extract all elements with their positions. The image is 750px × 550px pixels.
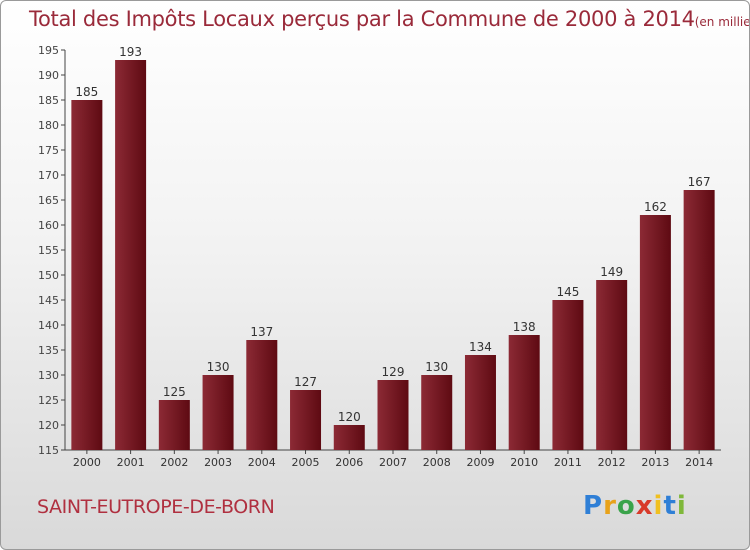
- bar-2010: [508, 335, 540, 450]
- logo-letter: r: [603, 491, 617, 521]
- y-tick-label: 165: [38, 194, 59, 207]
- y-tick-label: 175: [38, 144, 59, 157]
- y-tick-label: 150: [38, 269, 59, 282]
- y-tick-label: 185: [38, 94, 59, 107]
- data-label-2008: 130: [425, 360, 448, 374]
- x-tick-label-2004: 2004: [248, 456, 276, 469]
- y-tick-label: 115: [38, 444, 59, 457]
- bar-2012: [596, 280, 628, 450]
- x-tick-label-2000: 2000: [73, 456, 101, 469]
- bar-2013: [639, 215, 671, 450]
- bar-2001: [115, 60, 147, 450]
- data-label-2014: 167: [688, 175, 711, 189]
- y-tick-label: 190: [38, 69, 59, 82]
- title-text: Total des Impôts Locaux perçus par la Co…: [29, 7, 695, 31]
- data-label-2011: 145: [556, 285, 579, 299]
- data-label-2006: 120: [338, 410, 361, 424]
- y-tick-label: 195: [38, 44, 59, 57]
- x-tick-label-2014: 2014: [685, 456, 713, 469]
- logo-letter: x: [635, 491, 654, 521]
- y-tick-label: 160: [38, 219, 59, 232]
- x-tick-label-2010: 2010: [510, 456, 538, 469]
- bar-2002: [158, 400, 190, 450]
- logo-letter: t: [663, 491, 677, 521]
- y-tick-label: 125: [38, 394, 59, 407]
- y-tick-label: 145: [38, 294, 59, 307]
- y-tick-label: 170: [38, 169, 59, 182]
- bar-2000: [71, 100, 103, 450]
- axis-layer: 115 120 125 130 135 140 145 150 155 160 165 170 175 1…: [38, 44, 721, 469]
- x-tick-label-2007: 2007: [379, 456, 407, 469]
- y-tick-label: 180: [38, 119, 59, 132]
- y-tick-label: 140: [38, 319, 59, 332]
- bar-layer: 185 193 125 130 137 127 120 129 130 134 138 145 149 1…: [71, 45, 715, 450]
- x-tick-label-2011: 2011: [554, 456, 582, 469]
- bar-2004: [246, 340, 278, 450]
- logo-letter: i: [653, 491, 664, 521]
- bar-2003: [202, 375, 234, 450]
- x-tick-label-2008: 2008: [423, 456, 451, 469]
- bar-2014: [683, 190, 715, 450]
- bar-2006: [333, 425, 365, 450]
- bar-2005: [290, 390, 322, 450]
- x-tick-label-2009: 2009: [466, 456, 494, 469]
- bar-2011: [552, 300, 584, 450]
- proxiti-logo: Proxiti: [583, 491, 687, 521]
- x-tick-label-2003: 2003: [204, 456, 232, 469]
- y-tick-label: 130: [38, 369, 59, 382]
- data-label-2001: 193: [119, 45, 142, 59]
- data-label-2002: 125: [163, 385, 186, 399]
- chart-title: Total des Impôts Locaux perçus par la Co…: [29, 7, 750, 31]
- x-tick-label-2001: 2001: [117, 456, 145, 469]
- title-unit: (en milliers d'€): [694, 15, 750, 29]
- logo-letter: o: [616, 491, 636, 521]
- data-label-2010: 138: [513, 320, 536, 334]
- commune-name: SAINT-EUTROPE-DE-BORN: [37, 496, 275, 518]
- data-label-2004: 137: [250, 325, 273, 339]
- x-tick-label-2005: 2005: [292, 456, 320, 469]
- data-label-2003: 130: [207, 360, 230, 374]
- logo-letter: i: [676, 491, 687, 521]
- data-label-2012: 149: [600, 265, 623, 279]
- data-label-2007: 129: [382, 365, 405, 379]
- data-label-2005: 127: [294, 375, 317, 389]
- x-tick-label-2002: 2002: [160, 456, 188, 469]
- x-tick-label-2006: 2006: [335, 456, 363, 469]
- data-label-2000: 185: [75, 85, 98, 99]
- bar-2009: [464, 355, 496, 450]
- y-tick-label: 120: [38, 419, 59, 432]
- data-label-2013: 162: [644, 200, 667, 214]
- y-tick-label: 135: [38, 344, 59, 357]
- y-tick-label: 155: [38, 244, 59, 257]
- bar-2008: [421, 375, 453, 450]
- logo-letter: P: [583, 491, 604, 521]
- x-tick-label-2013: 2013: [641, 456, 669, 469]
- x-tick-label-2012: 2012: [598, 456, 626, 469]
- data-label-2009: 134: [469, 340, 492, 354]
- bar-2007: [377, 380, 409, 450]
